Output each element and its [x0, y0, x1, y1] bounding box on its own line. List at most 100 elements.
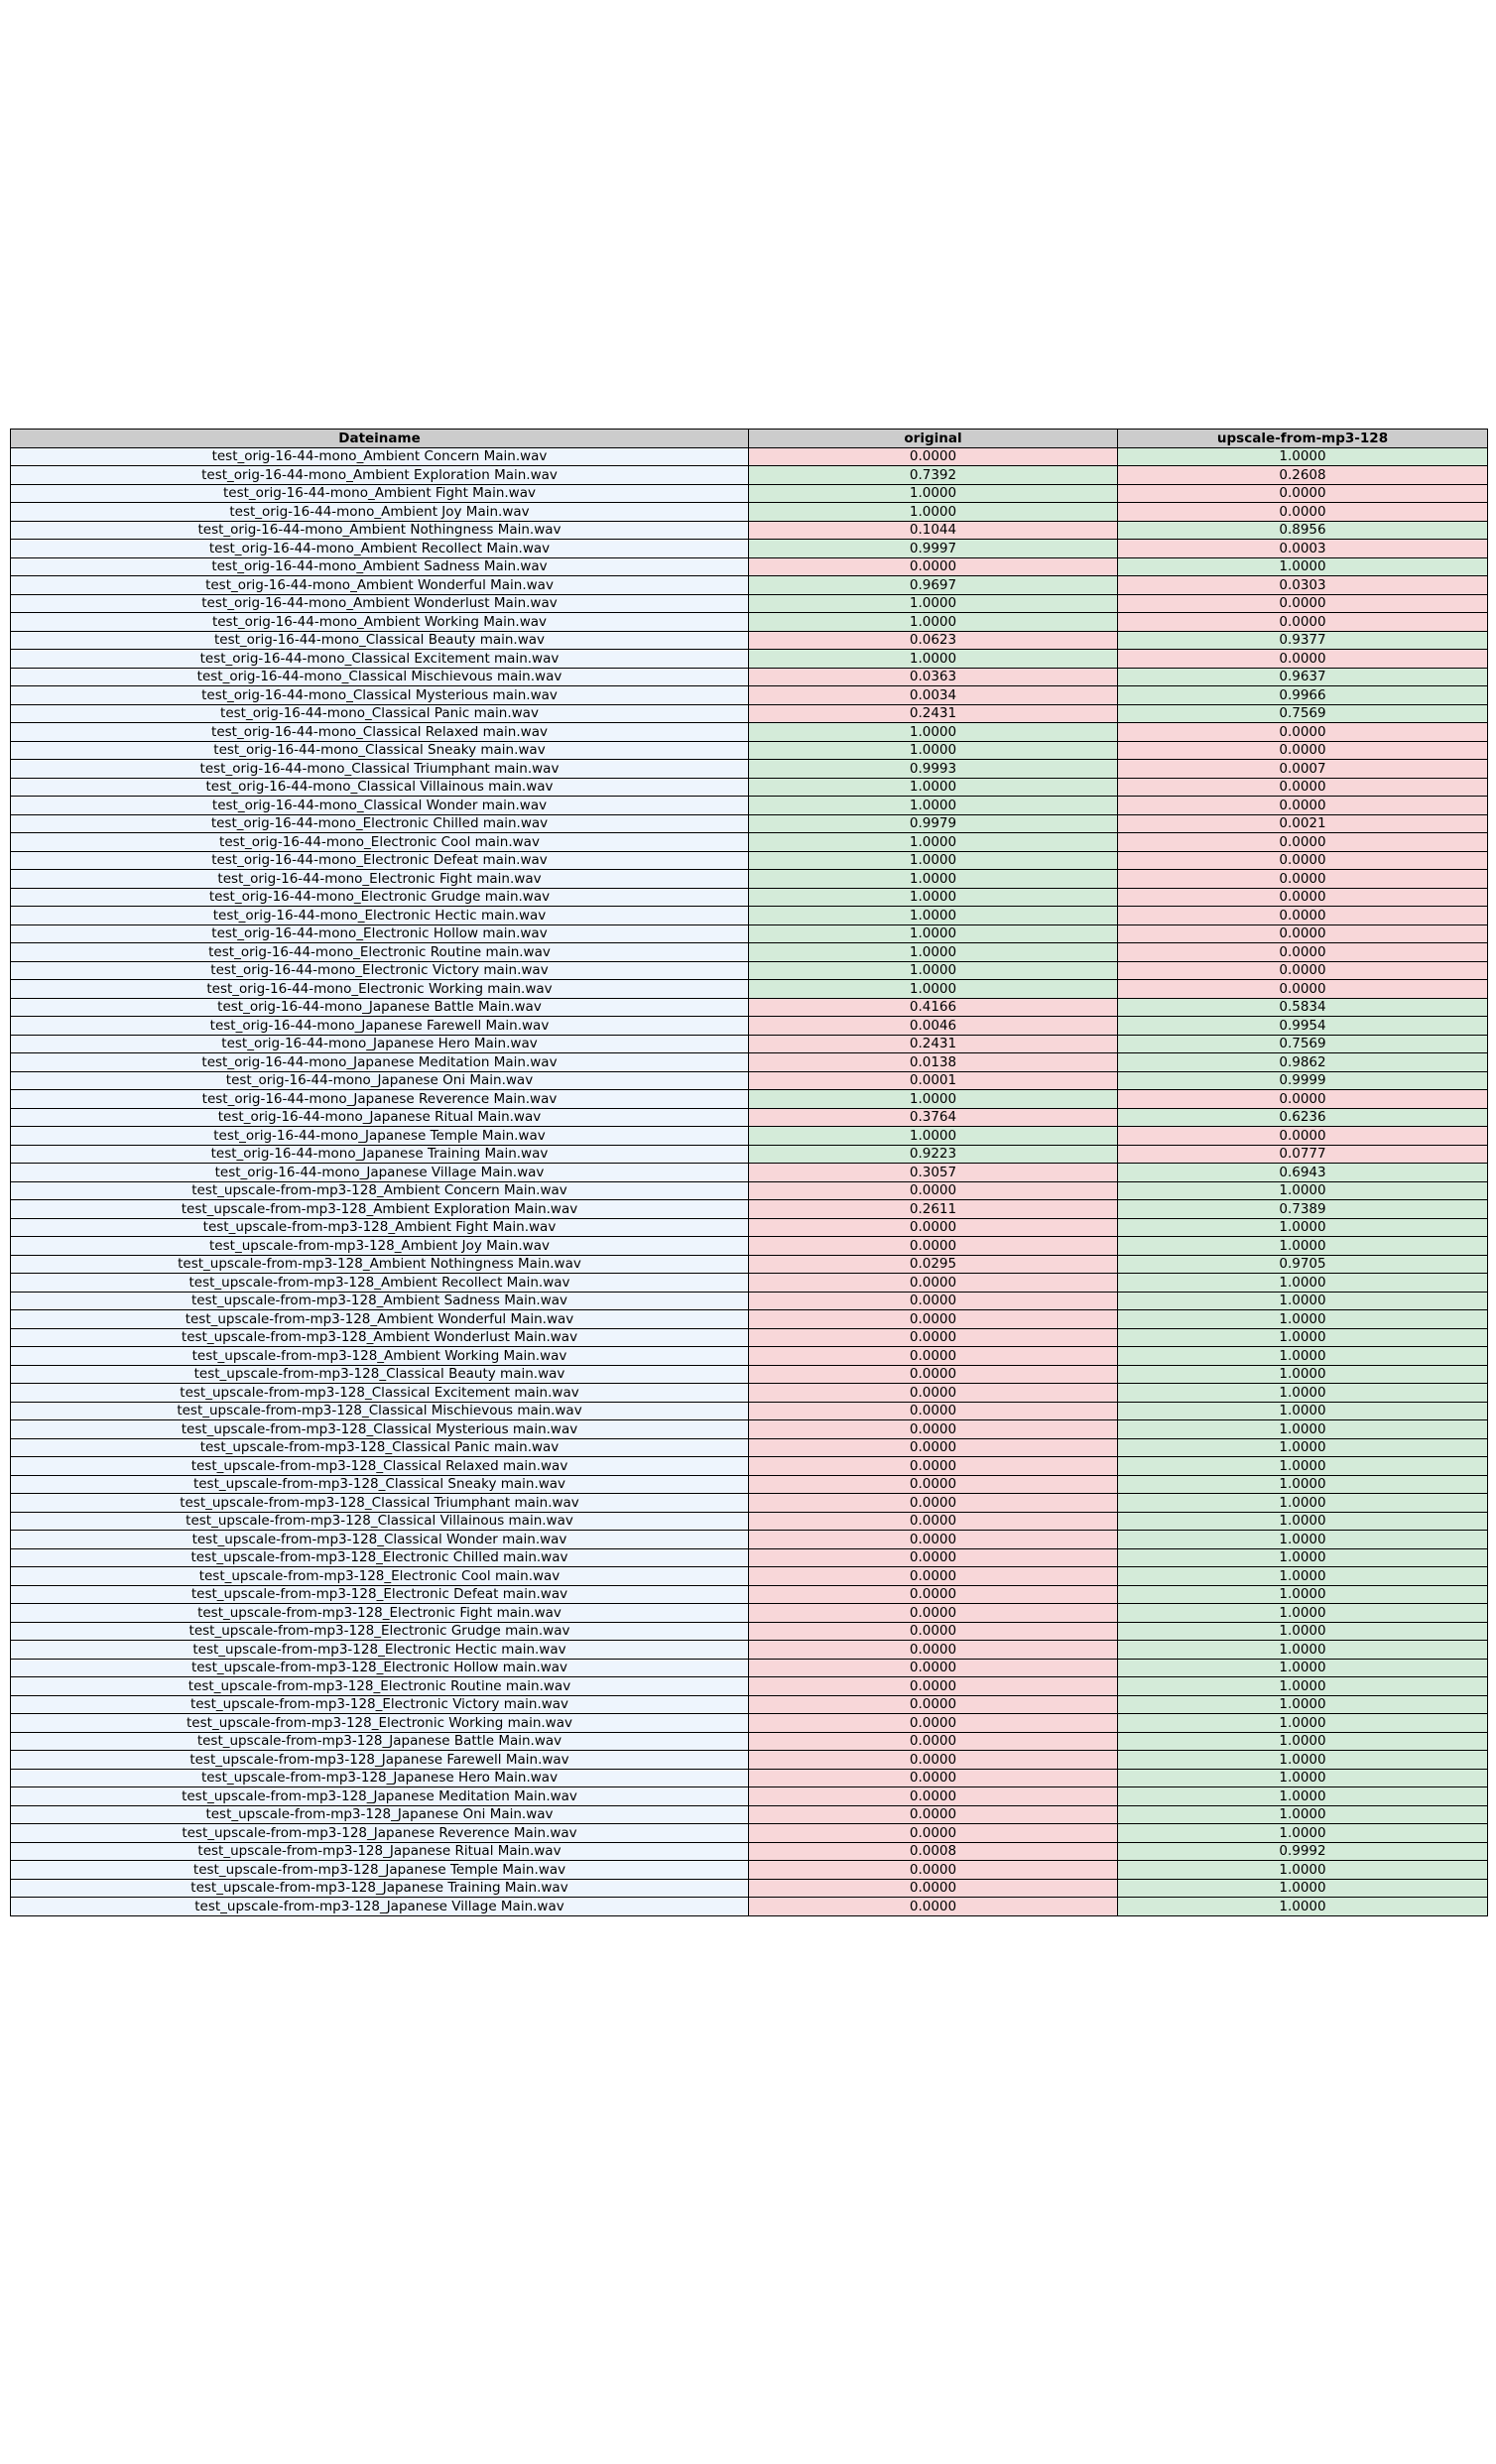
cell-upscale: 0.0000 — [1117, 1126, 1488, 1146]
cell-upscale: 1.0000 — [1117, 1713, 1488, 1733]
cell-original: 0.0000 — [748, 1694, 1118, 1714]
cell-original: 0.0000 — [748, 1309, 1118, 1329]
cell-original: 0.0000 — [748, 1878, 1118, 1898]
table-row: test_orig-16-44-mono_Japanese Hero Main.… — [10, 1034, 1488, 1053]
cell-original: 0.4166 — [748, 997, 1118, 1017]
cell-filename: test_orig-16-44-mono_Ambient Fight Main.… — [10, 483, 749, 503]
table-row: test_upscale-from-mp3-128_Japanese Medit… — [10, 1786, 1488, 1806]
cell-filename: test_orig-16-44-mono_Electronic Routine … — [10, 942, 749, 962]
cell-filename: test_upscale-from-mp3-128_Ambient Workin… — [10, 1346, 749, 1366]
cell-filename: test_upscale-from-mp3-128_Ambient Wonder… — [10, 1327, 749, 1347]
cell-upscale: 1.0000 — [1117, 1640, 1488, 1660]
table-row: test_orig-16-44-mono_Classical Relaxed m… — [10, 722, 1488, 742]
table-header: Dateiname original upscale-from-mp3-128 — [10, 429, 1488, 448]
cell-filename: test_orig-16-44-mono_Japanese Hero Main.… — [10, 1034, 749, 1053]
cell-filename: test_upscale-from-mp3-128_Electronic Hol… — [10, 1658, 749, 1677]
cell-original: 1.0000 — [748, 796, 1118, 815]
cell-filename: test_upscale-from-mp3-128_Classical Triu… — [10, 1493, 749, 1513]
table-row: test_orig-16-44-mono_Japanese Temple Mai… — [10, 1126, 1488, 1146]
cell-upscale: 0.0000 — [1117, 796, 1488, 815]
cell-upscale: 1.0000 — [1117, 446, 1488, 466]
cell-upscale: 1.0000 — [1117, 1530, 1488, 1549]
cell-upscale: 0.6236 — [1117, 1107, 1488, 1127]
cell-filename: test_orig-16-44-mono_Ambient Concern Mai… — [10, 446, 749, 466]
table-row: test_orig-16-44-mono_Classical Beauty ma… — [10, 630, 1488, 650]
cell-upscale: 0.9637 — [1117, 667, 1488, 686]
table-row: test_orig-16-44-mono_Classical Panic mai… — [10, 703, 1488, 723]
cell-original: 1.0000 — [748, 942, 1118, 962]
cell-filename: test_upscale-from-mp3-128_Japanese Templ… — [10, 1860, 749, 1880]
table-row: test_orig-16-44-mono_Japanese Meditation… — [10, 1052, 1488, 1072]
cell-upscale: 1.0000 — [1117, 1768, 1488, 1787]
cell-upscale: 0.9992 — [1117, 1841, 1488, 1861]
cell-filename: test_upscale-from-mp3-128_Electronic Gru… — [10, 1621, 749, 1641]
cell-filename: test_orig-16-44-mono_Japanese Village Ma… — [10, 1163, 749, 1182]
table-row: test_upscale-from-mp3-128_Classical Misc… — [10, 1401, 1488, 1420]
table-row: test_upscale-from-mp3-128_Ambient Wonder… — [10, 1327, 1488, 1347]
cell-original: 1.0000 — [748, 869, 1118, 889]
cell-original: 0.0000 — [748, 1364, 1118, 1384]
cell-original: 0.9979 — [748, 813, 1118, 833]
cell-original: 0.0000 — [748, 1713, 1118, 1733]
cell-filename: test_orig-16-44-mono_Japanese Ritual Mai… — [10, 1107, 749, 1127]
table-row: test_orig-16-44-mono_Ambient Nothingness… — [10, 520, 1488, 540]
column-header-original: original — [748, 429, 1118, 448]
cell-original: 0.9697 — [748, 575, 1118, 595]
table-row: test_orig-16-44-mono_Classical Wonder ma… — [10, 796, 1488, 815]
cell-filename: test_upscale-from-mp3-128_Classical Myst… — [10, 1419, 749, 1439]
cell-original: 0.0000 — [748, 1474, 1118, 1494]
table-row: test_orig-16-44-mono_Ambient Concern Mai… — [10, 446, 1488, 466]
cell-upscale: 1.0000 — [1117, 1217, 1488, 1237]
cell-original: 0.0000 — [748, 1860, 1118, 1880]
cell-original: 0.0000 — [748, 1786, 1118, 1806]
cell-original: 0.1044 — [748, 520, 1118, 540]
table-row: test_orig-16-44-mono_Ambient Wonderful M… — [10, 575, 1488, 595]
cell-original: 0.2611 — [748, 1199, 1118, 1219]
cell-upscale: 0.0000 — [1117, 593, 1488, 613]
cell-original: 0.0000 — [748, 1273, 1118, 1293]
table-row: test_orig-16-44-mono_Electronic Hectic m… — [10, 906, 1488, 925]
table-row: test_upscale-from-mp3-128_Electronic Def… — [10, 1584, 1488, 1604]
cell-original: 0.0000 — [748, 1658, 1118, 1677]
cell-filename: test_orig-16-44-mono_Ambient Wonderlust … — [10, 593, 749, 613]
cell-filename: test_upscale-from-mp3-128_Electronic Rou… — [10, 1676, 749, 1696]
cell-original: 0.0000 — [748, 1291, 1118, 1310]
table-row: test_upscale-from-mp3-128_Electronic Coo… — [10, 1566, 1488, 1586]
cell-filename: test_orig-16-44-mono_Classical Mysteriou… — [10, 685, 749, 705]
table-row: test_orig-16-44-mono_Electronic Working … — [10, 979, 1488, 999]
table-row: test_upscale-from-mp3-128_Japanese Templ… — [10, 1860, 1488, 1880]
cell-original: 0.0000 — [748, 1419, 1118, 1439]
cell-original: 0.9993 — [748, 759, 1118, 779]
cell-upscale: 1.0000 — [1117, 1566, 1488, 1586]
cell-upscale: 1.0000 — [1117, 1364, 1488, 1384]
cell-filename: test_orig-16-44-mono_Electronic Victory … — [10, 960, 749, 980]
cell-upscale: 1.0000 — [1117, 1511, 1488, 1531]
cell-upscale: 0.0000 — [1117, 960, 1488, 980]
cell-original: 1.0000 — [748, 979, 1118, 999]
cell-upscale: 0.0000 — [1117, 649, 1488, 669]
cell-filename: test_orig-16-44-mono_Electronic Fight ma… — [10, 869, 749, 889]
cell-original: 0.0000 — [748, 1401, 1118, 1420]
cell-original: 0.0000 — [748, 1493, 1118, 1513]
cell-original: 1.0000 — [748, 649, 1118, 669]
cell-original: 1.0000 — [748, 777, 1118, 797]
cell-upscale: 0.0000 — [1117, 832, 1488, 852]
cell-filename: test_orig-16-44-mono_Japanese Reverence … — [10, 1089, 749, 1109]
cell-upscale: 1.0000 — [1117, 1493, 1488, 1513]
cell-upscale: 1.0000 — [1117, 1584, 1488, 1604]
table-row: test_orig-16-44-mono_Ambient Recollect M… — [10, 539, 1488, 558]
cell-filename: test_upscale-from-mp3-128_Japanese Train… — [10, 1878, 749, 1898]
cell-upscale: 0.0000 — [1117, 483, 1488, 503]
cell-upscale: 1.0000 — [1117, 1897, 1488, 1916]
cell-upscale: 1.0000 — [1117, 1419, 1488, 1439]
cell-filename: test_orig-16-44-mono_Classical Mischievo… — [10, 667, 749, 686]
cell-upscale: 0.0000 — [1117, 906, 1488, 925]
cell-filename: test_orig-16-44-mono_Japanese Oni Main.w… — [10, 1070, 749, 1090]
table-row: test_upscale-from-mp3-128_Japanese Villa… — [10, 1897, 1488, 1916]
table-row: test_orig-16-44-mono_Japanese Training M… — [10, 1144, 1488, 1164]
cell-original: 0.0138 — [748, 1052, 1118, 1072]
table-row: test_upscale-from-mp3-128_Classical Wond… — [10, 1530, 1488, 1549]
table-row: test_orig-16-44-mono_Ambient Fight Main.… — [10, 483, 1488, 503]
cell-filename: test_orig-16-44-mono_Japanese Farewell M… — [10, 1016, 749, 1036]
cell-upscale: 0.0000 — [1117, 869, 1488, 889]
